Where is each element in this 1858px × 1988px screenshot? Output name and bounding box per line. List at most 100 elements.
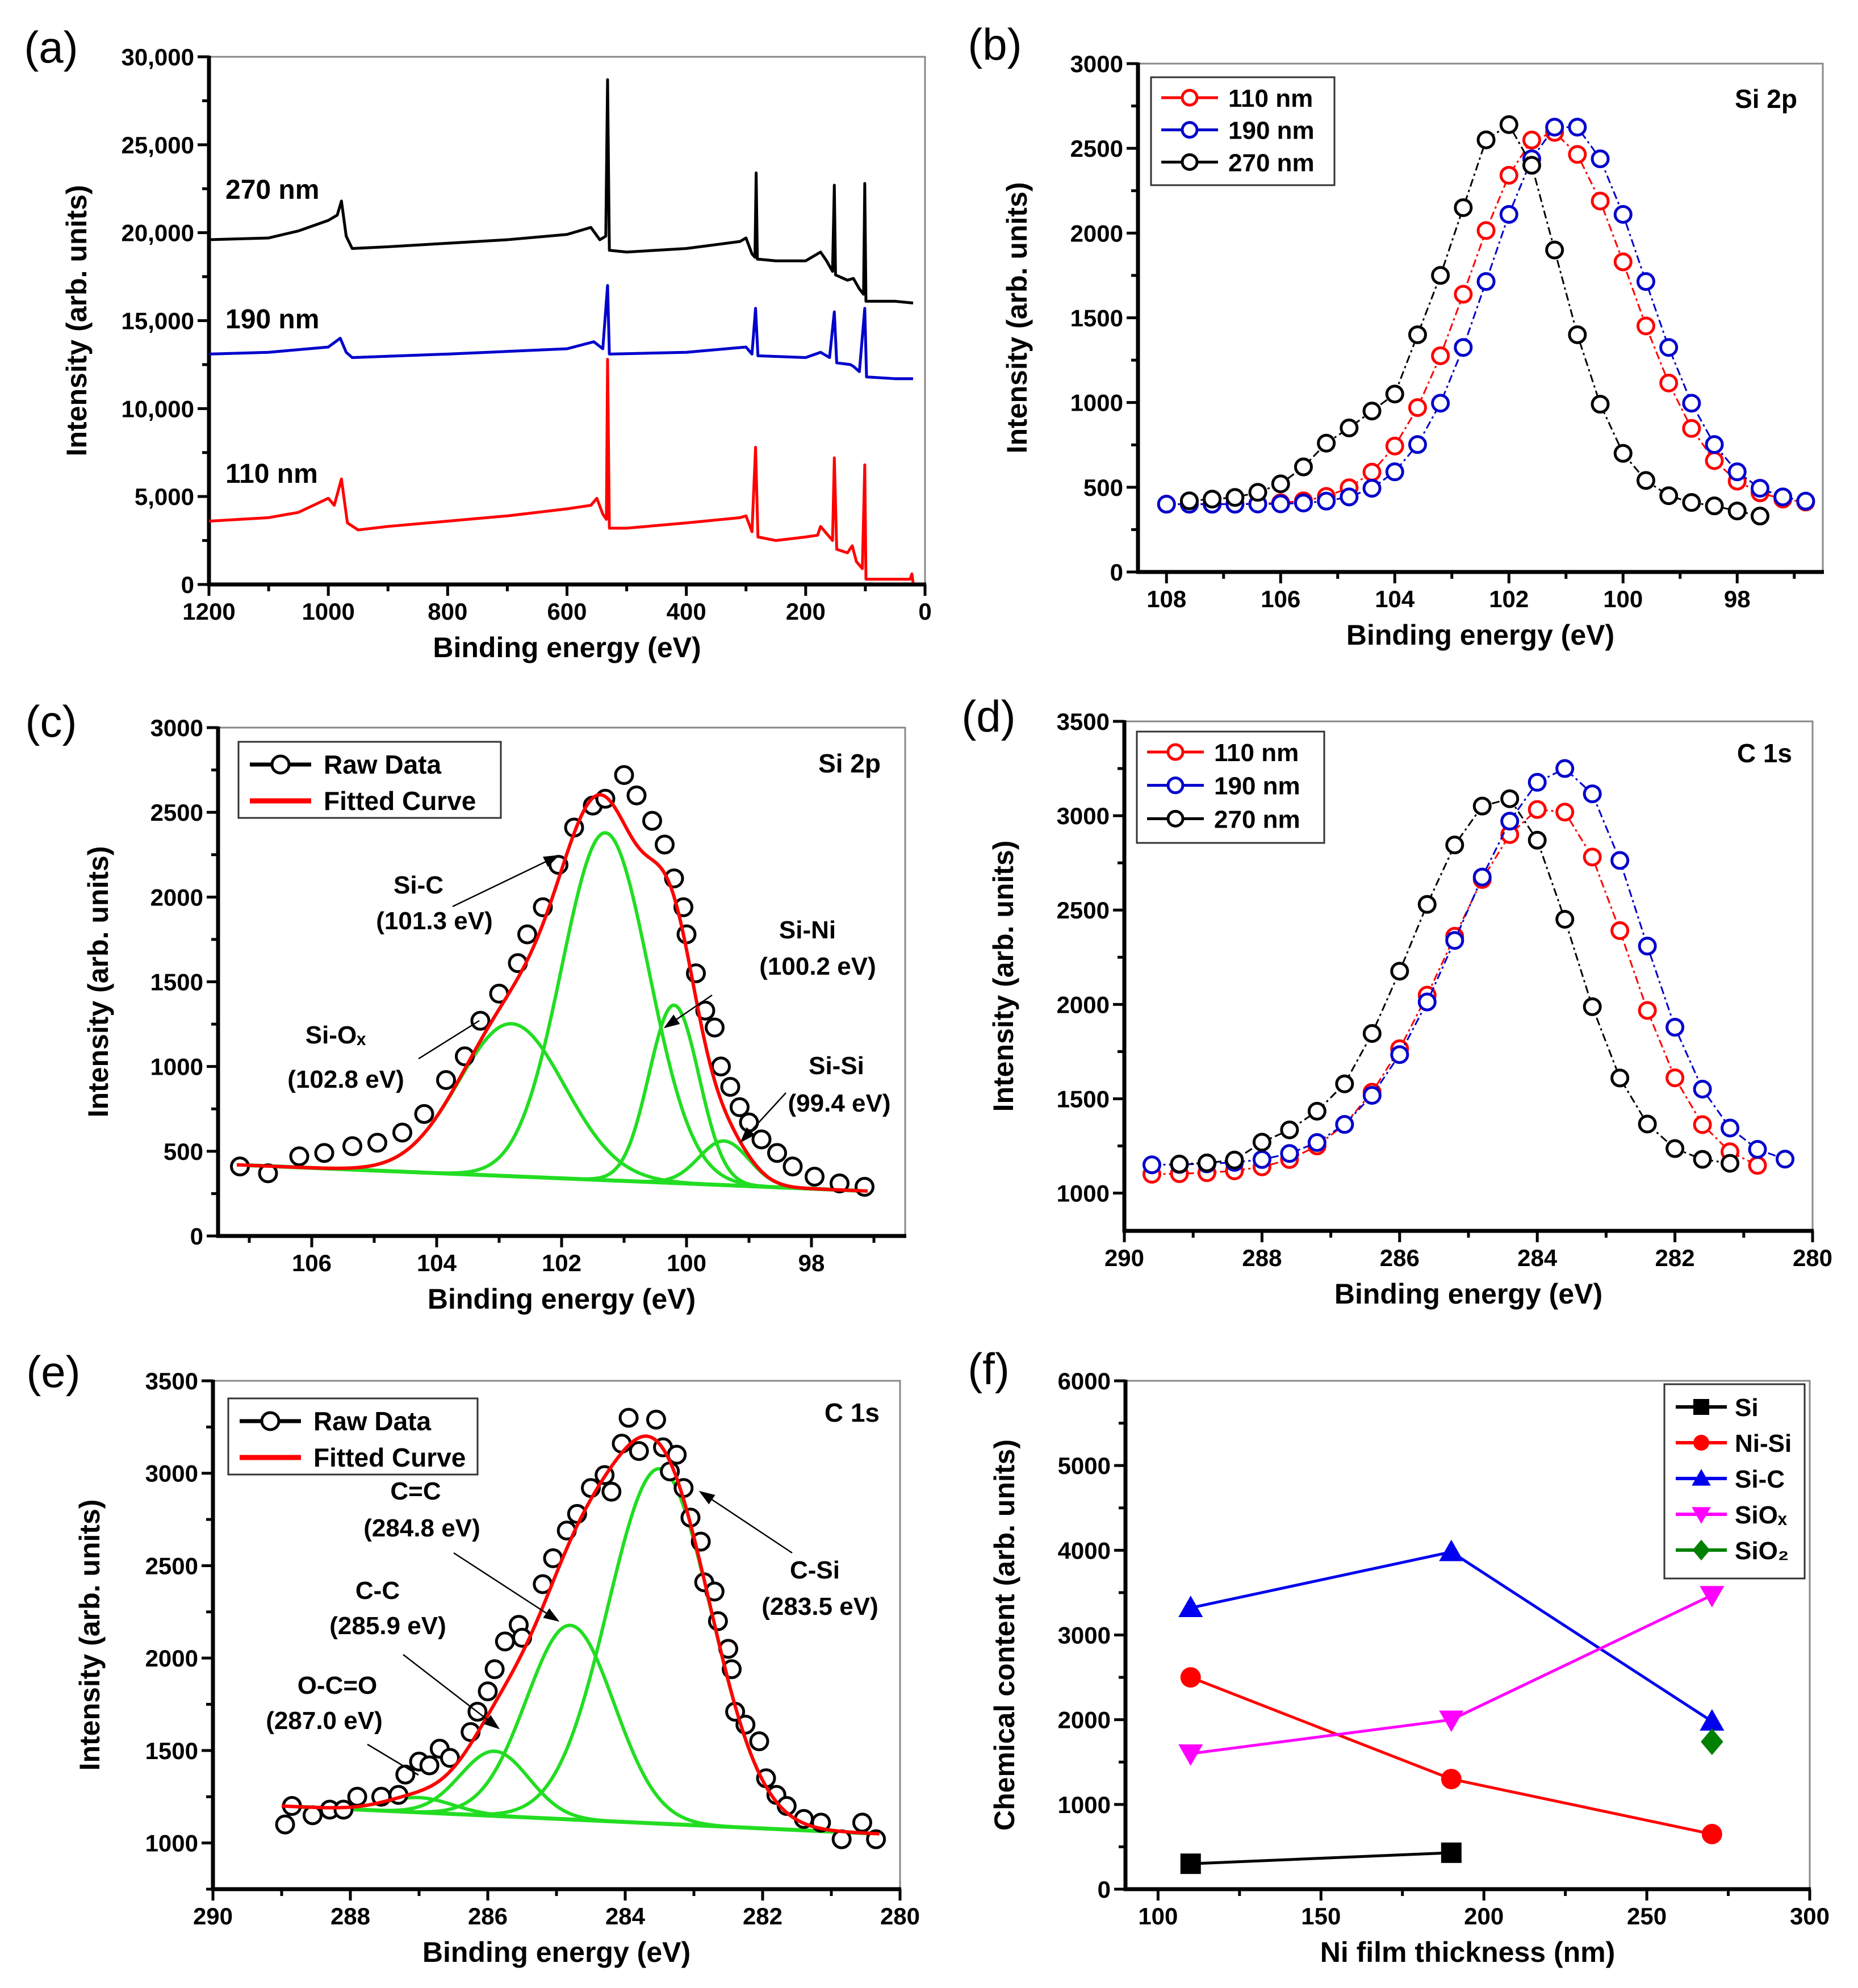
data-point — [1796, 491, 1815, 511]
data-point — [1610, 1068, 1630, 1088]
raw-data-point — [484, 1659, 505, 1680]
data-point — [1178, 1744, 1203, 1766]
panel-label: (f) — [968, 1344, 1010, 1394]
data-point — [1362, 479, 1382, 498]
data-point — [1591, 149, 1610, 169]
x-tick-label: 600 — [547, 598, 587, 625]
annotation-arrow — [698, 1490, 793, 1554]
data-point — [1335, 1074, 1354, 1093]
y-tick-label: 2500 — [1057, 897, 1110, 924]
series-line — [1152, 808, 1758, 1175]
plot-area — [275, 1408, 886, 1849]
data-point — [1705, 451, 1724, 470]
data-point — [1583, 997, 1602, 1016]
plot-frame — [209, 56, 926, 584]
legend-label: 110 nm — [1214, 739, 1299, 767]
data-point — [1294, 457, 1313, 477]
component-name: C=C — [390, 1477, 441, 1505]
data-point — [1170, 1154, 1189, 1173]
fit-baseline — [281, 1804, 880, 1836]
raw-data-point — [440, 1748, 460, 1768]
x-tick-label: 284 — [1517, 1244, 1558, 1271]
data-point — [1636, 272, 1655, 291]
panel-f: (f)100 150 200 250 3000100020003000400050006… — [968, 1344, 1830, 1968]
fitted-curve — [236, 793, 868, 1193]
y-tick-label: 3000 — [1070, 51, 1123, 77]
raw-data-point — [470, 1010, 491, 1031]
series-line-270nm — [209, 78, 914, 305]
legend-marker — [1181, 121, 1199, 139]
component-energy: (100.2 eV) — [759, 953, 876, 980]
y-tick-label: 2500 — [145, 1552, 198, 1579]
raw-data-point — [852, 1812, 872, 1833]
data-point — [1317, 491, 1336, 511]
data-point — [1693, 1080, 1712, 1099]
component-energy: (284.8 eV) — [363, 1514, 480, 1542]
raw-data-point — [495, 1631, 515, 1652]
data-point — [1472, 796, 1492, 816]
x-tick-label: 150 — [1301, 1903, 1341, 1929]
data-point — [1568, 325, 1587, 344]
legend-label: Si-C — [1735, 1465, 1785, 1493]
x-tick-label: 102 — [542, 1250, 581, 1276]
raw-data-point — [642, 811, 662, 831]
data-point — [1665, 1139, 1685, 1158]
component-name: Si-C — [394, 871, 443, 899]
panel-label: (b) — [968, 19, 1022, 69]
data-point — [1385, 462, 1404, 482]
legend-marker — [1181, 89, 1199, 107]
x-tick-label: 284 — [605, 1903, 646, 1929]
data-point — [1340, 487, 1359, 507]
data-point — [1636, 471, 1655, 490]
raw-data-point — [517, 924, 537, 945]
data-point — [1180, 1667, 1201, 1688]
x-tick-label: 1000 — [302, 598, 354, 625]
x-tick-label: 282 — [1655, 1244, 1695, 1271]
legend-label: 110 nm — [1228, 85, 1313, 112]
data-point — [1773, 487, 1793, 507]
data-point — [1750, 479, 1769, 498]
y-tick-label: 3500 — [145, 1368, 198, 1394]
data-point — [1613, 444, 1633, 463]
x-tick-label: 288 — [1242, 1244, 1282, 1271]
x-tick-label: 290 — [193, 1903, 233, 1929]
panel-a: (a) 1200 1000 800 600 400 200 0 0 5,000 10,000 15,0… — [24, 22, 931, 663]
y-tick-label: 1500 — [1057, 1085, 1110, 1112]
y-tick-label: 500 — [1083, 474, 1123, 501]
legend-label: SiO₂ — [1735, 1537, 1789, 1565]
data-point — [1439, 1539, 1464, 1561]
legend-marker — [1166, 776, 1185, 795]
y-tick-label: 2000 — [150, 884, 203, 911]
y-tick-label: 20,000 — [122, 220, 194, 247]
data-point — [1636, 316, 1655, 336]
curve-label: 190 nm — [225, 304, 319, 335]
legend-label: Fitted Curve — [324, 786, 476, 816]
data-point — [1307, 1101, 1326, 1121]
x-tick-label: 280 — [880, 1903, 920, 1929]
y-tick-label: 2500 — [1070, 135, 1123, 162]
data-point — [1701, 1824, 1722, 1845]
plot-frame — [1125, 1380, 1811, 1889]
x-tick-label: 108 — [1146, 586, 1186, 612]
raw-data-point — [739, 1112, 759, 1133]
legend-marker — [260, 1411, 281, 1431]
data-point — [1180, 1853, 1201, 1874]
data-point — [1390, 1045, 1409, 1064]
panel-b: (b) 108 106 104 102 100 98 0 500 1000 1500 2000 2500… — [968, 19, 1824, 651]
data-point — [1252, 1133, 1271, 1152]
series-110nm — [1142, 800, 1767, 1184]
annotation-arrow — [403, 1654, 500, 1730]
legend: Raw Data Fitted Curve — [227, 1397, 479, 1476]
y-tick-label: 2000 — [1057, 991, 1110, 1018]
data-point — [1142, 1155, 1161, 1175]
legend: 110 nm 190 nm 270 nm — [1136, 730, 1325, 844]
data-point — [1748, 1156, 1767, 1175]
y-tick-label: 1000 — [150, 1054, 203, 1080]
raw-data-point — [767, 1143, 787, 1163]
data-point — [1178, 1596, 1203, 1617]
raw-data-point — [392, 1122, 412, 1143]
legend-marker — [1166, 743, 1185, 761]
data-point — [1476, 221, 1496, 240]
data-point — [1583, 784, 1602, 804]
legend-label: Raw Data — [324, 750, 441, 779]
